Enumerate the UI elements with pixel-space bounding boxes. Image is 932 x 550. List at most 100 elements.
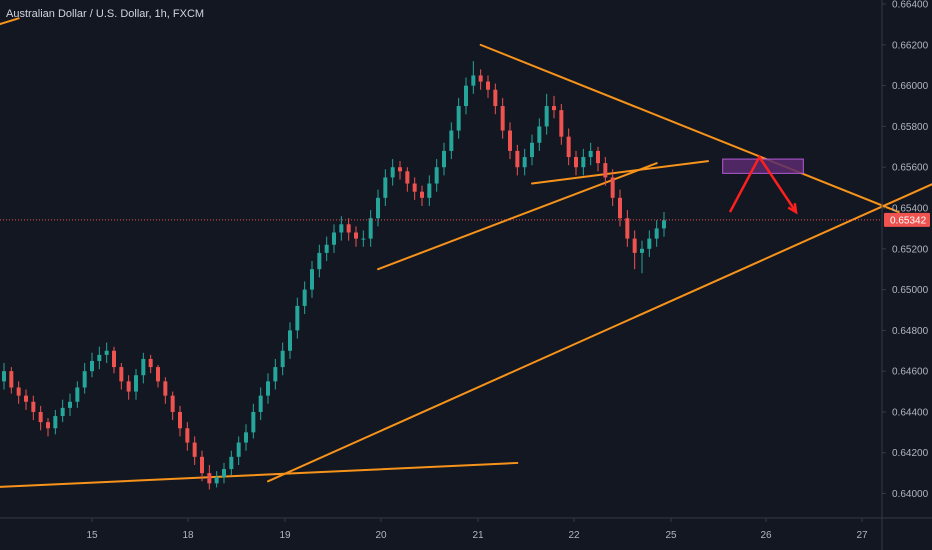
candle-body [46,422,50,429]
candle-body [38,411,43,423]
candle-body [60,407,65,417]
candle-body [148,358,153,368]
candle-body [273,367,278,382]
price-tick-label: 0.65400 [892,204,929,215]
price-tick-label: 0.66400 [892,0,929,11]
trendline [531,160,709,185]
candle-body [398,167,402,172]
candle-body [16,387,21,396]
candle-body [654,228,659,239]
candle-body [2,371,6,382]
candle-body [324,244,329,253]
candle-body [185,428,190,443]
candle-body [244,432,248,443]
trendline [0,461,519,488]
chart-title: Australian Dollar / U.S. Dollar, 1h, FXC… [6,8,205,20]
trendlines-layer [0,17,932,488]
time-tick-label: 20 [375,530,387,541]
candle-body [280,350,285,368]
candle-body [134,375,138,392]
candle-body [258,395,263,412]
candle-body [288,330,292,351]
candle-body [339,224,344,233]
candle-body [251,411,256,433]
time-tick-label: 15 [86,530,98,541]
candle-body [302,289,307,306]
time-tick-label: 19 [279,530,291,541]
price-tick-label: 0.64200 [892,448,929,459]
candle-body [200,456,204,474]
projection-arrow [728,154,798,213]
candle-body [522,157,527,168]
price-tick-label: 0.66000 [892,81,929,92]
candle-body [625,218,630,239]
candle-body [603,163,608,178]
projection-arrow-head [787,203,798,215]
price-tick-label: 0.64600 [892,367,929,378]
price-axis[interactable]: 0.66400 0.66200 0.66000 0.65800 0.65600 0.654… [882,0,929,500]
annotations-layer [722,154,804,215]
candle-body [566,136,571,158]
time-tick-label: 26 [760,530,772,541]
candle-body [500,106,505,131]
trendline [479,43,900,214]
price-tick-label: 0.64800 [892,326,929,337]
candle-body [82,371,87,388]
candle-body [662,220,666,229]
candle-body [588,150,593,158]
price-tick-label: 0.65200 [892,244,929,255]
candle-body [618,197,622,219]
time-tick-label: 27 [856,530,868,541]
candles-layer [2,61,666,490]
candle-body [119,367,124,382]
candle-body [170,395,175,412]
candle-body [647,238,652,249]
candle-body [405,171,410,184]
price-tick-label: 0.65800 [892,122,929,133]
candle-body [24,395,28,402]
candle-body [75,387,80,402]
price-tick-label: 0.64400 [892,407,929,418]
candle-body [141,358,146,376]
candle-body [368,218,373,239]
candle-body [266,381,270,396]
candle-body [574,157,578,168]
candle-body [486,81,490,90]
candle-body [68,401,72,408]
candle-body [317,252,322,270]
candle-body [163,381,168,396]
candle-body [456,106,461,131]
candle-body [493,89,498,107]
candle-body [222,469,226,478]
candle-body [9,371,14,388]
time-tick-label: 21 [472,530,484,541]
candle-body [295,305,300,331]
candle-body [449,130,454,151]
candle-body [530,142,534,158]
candle-body [361,238,366,240]
candle-body [427,183,432,198]
candle-body [229,456,234,470]
candle-body [156,367,160,382]
candle-body [90,360,94,372]
candle-body [632,238,637,253]
current-price-label: 0.65342 [890,215,927,226]
price-tick-label: 0.65000 [892,285,929,296]
trendline [0,17,20,26]
candle-body [442,150,446,168]
price-tick-label: 0.65600 [892,163,929,174]
resistance-zone [722,158,804,174]
candle-body [581,157,586,168]
candle-body [508,130,512,151]
candle-body [478,75,483,82]
candle-body [310,269,314,290]
candle-body [236,442,241,457]
time-axis[interactable]: 15 18 19 20 21 22 25 26 27 [86,518,868,541]
candle-body [192,442,197,457]
candle-body [383,177,388,198]
candle-body [434,167,439,184]
candle-body [515,150,520,168]
candle-body [354,232,358,239]
